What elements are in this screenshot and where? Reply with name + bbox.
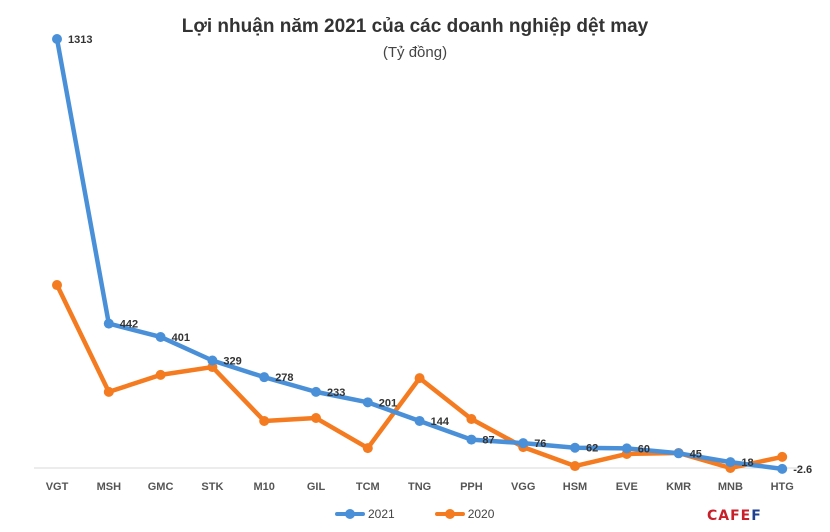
x-tick-label-TCM: TCM bbox=[356, 481, 380, 493]
data-point-2021-M10 bbox=[259, 372, 270, 383]
legend-item-2021: 2021 bbox=[335, 507, 395, 521]
x-tick-label-GIL: GIL bbox=[307, 481, 326, 493]
data-label-2021-EVE: 60 bbox=[638, 443, 650, 455]
data-point-2021-VGT bbox=[52, 34, 62, 44]
x-tick-label-MSH: MSH bbox=[97, 481, 122, 493]
data-label-2021-HSM: 62 bbox=[586, 443, 598, 455]
x-tick-label-M10: M10 bbox=[253, 481, 274, 493]
legend-label-2021: 2021 bbox=[368, 507, 395, 521]
data-point-2021-GMC bbox=[155, 331, 166, 342]
legend: 2021 2020 bbox=[335, 507, 494, 521]
series-line-2021 bbox=[54, 38, 783, 472]
x-tick-label-TNG: TNG bbox=[408, 481, 431, 493]
data-label-2021-TNG: 144 bbox=[431, 416, 450, 428]
data-point-2020-TNG bbox=[414, 373, 425, 384]
x-tick-label-GMC: GMC bbox=[148, 481, 174, 493]
data-label-2021-VGT: 1313 bbox=[68, 34, 92, 46]
x-tick-label-HSM: HSM bbox=[563, 481, 587, 493]
chart-title: Lợi nhuận năm 2021 của các doanh nghiệp … bbox=[181, 16, 649, 37]
data-point-2021-GIL bbox=[311, 386, 321, 397]
data-label-2021-KMR: 45 bbox=[690, 448, 702, 460]
x-tick-label-MNB: MNB bbox=[718, 481, 743, 493]
legend-swatch-2020 bbox=[434, 509, 465, 519]
legend-swatch-2021 bbox=[335, 509, 365, 519]
x-tick-label-HTG: HTG bbox=[771, 481, 794, 493]
data-point-2020-GIL bbox=[311, 413, 321, 424]
legend-label-2020: 2020 bbox=[467, 507, 495, 521]
x-tick-label-VGT: VGT bbox=[46, 481, 69, 493]
data-point-2021-VGG bbox=[518, 438, 529, 449]
data-point-2020-PPH bbox=[466, 413, 477, 424]
data-point-2020-GMC bbox=[155, 369, 166, 380]
data-point-2020-M10 bbox=[259, 415, 270, 426]
data-label-2021-HTG: -2.6 bbox=[793, 464, 812, 476]
data-label-2021-GIL: 233 bbox=[327, 387, 345, 399]
x-tick-label-PPH: PPH bbox=[460, 481, 483, 493]
data-label-2021-MSH: 442 bbox=[120, 319, 138, 331]
data-point-2021-STK bbox=[207, 355, 218, 366]
data-point-2020-HSM bbox=[570, 461, 580, 472]
data-point-2020-VGT bbox=[52, 280, 62, 291]
x-tick-label-STK: STK bbox=[201, 481, 223, 493]
data-point-2021-TCM bbox=[362, 397, 373, 408]
data-label-2021-TCM: 201 bbox=[379, 397, 397, 409]
data-point-2021-HSM bbox=[570, 442, 580, 453]
data-point-2021-MNB bbox=[725, 457, 736, 468]
logo-text-cafe: CAFE bbox=[707, 508, 752, 524]
data-point-2020-HTG bbox=[777, 451, 788, 462]
x-tick-label-VGG: VGG bbox=[511, 481, 535, 493]
chart-subtitle: (Tỷ đồng) bbox=[382, 44, 448, 61]
data-label-2021-GMC: 401 bbox=[172, 332, 190, 344]
x-tick-label-KMR: KMR bbox=[666, 481, 691, 493]
data-label-2021-VGG: 76 bbox=[534, 438, 546, 450]
data-point-2021-PPH bbox=[466, 434, 477, 445]
data-point-2021-EVE bbox=[621, 443, 632, 454]
data-point-2021-KMR bbox=[673, 448, 684, 459]
data-point-2020-TCM bbox=[362, 443, 373, 454]
legend-item-2020: 2020 bbox=[434, 507, 495, 521]
logo-text-f: F bbox=[751, 508, 762, 524]
x-tick-label-EVE: EVE bbox=[616, 481, 638, 493]
data-label-2021-PPH: 87 bbox=[482, 435, 494, 447]
data-label-2021-M10: 278 bbox=[275, 372, 293, 384]
cafef-logo: CAFEF bbox=[707, 508, 762, 524]
data-point-2021-TNG bbox=[414, 415, 425, 426]
data-point-2020-MSH bbox=[103, 386, 114, 397]
data-point-2021-MSH bbox=[103, 318, 114, 329]
data-label-2021-MNB: 18 bbox=[741, 457, 753, 469]
data-point-2021-HTG bbox=[777, 463, 788, 474]
data-label-2021-STK: 329 bbox=[223, 356, 241, 368]
